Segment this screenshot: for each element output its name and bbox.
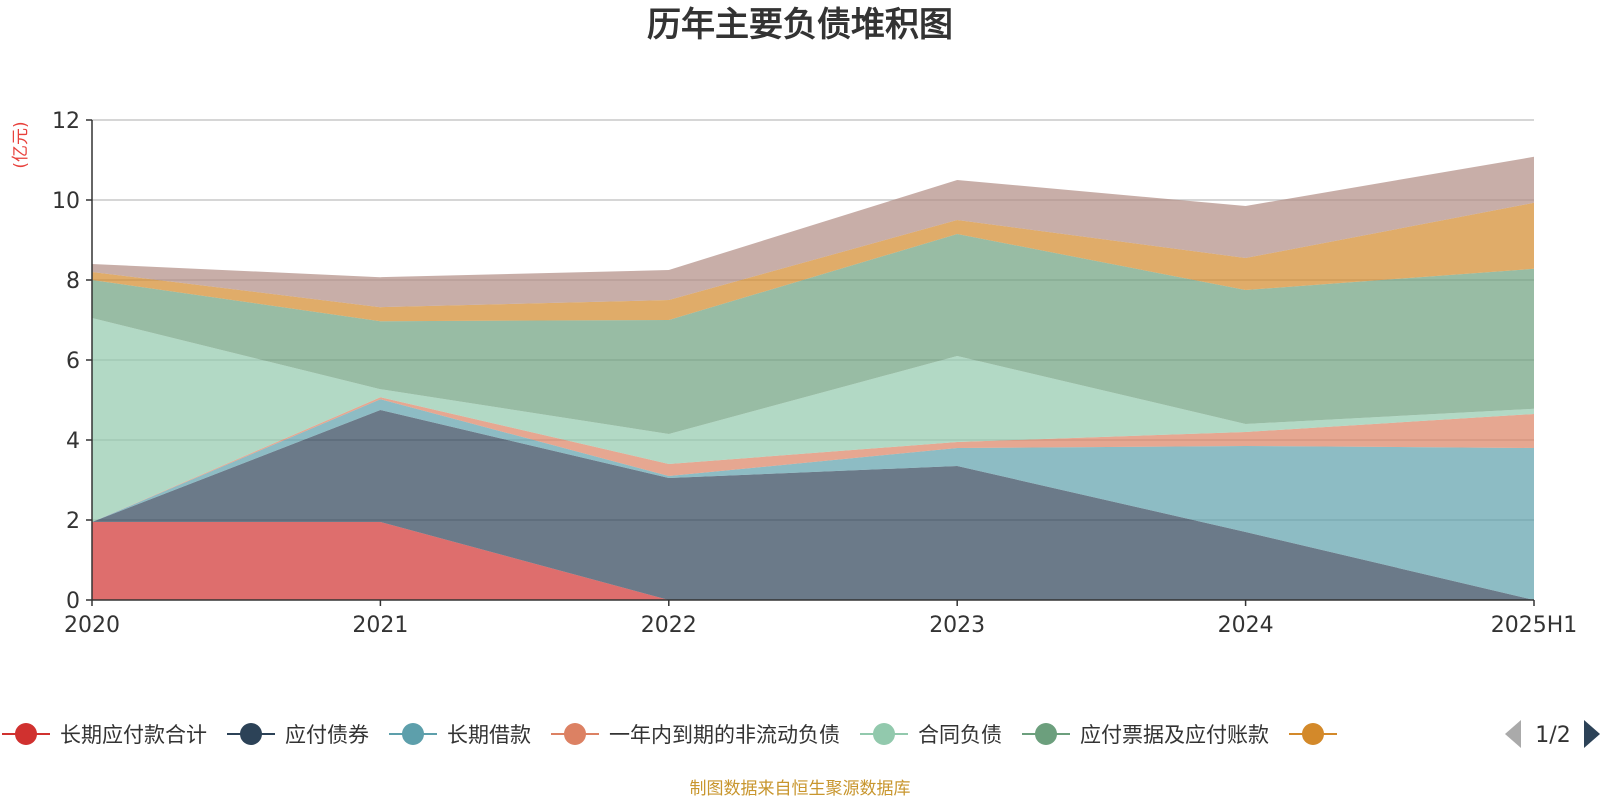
legend-item[interactable] (1289, 723, 1337, 745)
legend-item[interactable]: 一年内到期的非流动负债 (551, 723, 840, 747)
legend-marker (564, 723, 586, 745)
legend-label: 应付票据及应付账款 (1080, 723, 1269, 747)
legend-page-indicator: 1/2 (1535, 723, 1570, 748)
legend-item[interactable]: 应付票据及应付账款 (1022, 723, 1269, 747)
legend-label: 长期应付款合计 (60, 723, 207, 747)
area-series-2 (92, 410, 1534, 600)
area-series-1 (92, 522, 1534, 600)
x-tick-label: 2021 (352, 613, 408, 638)
legend-marker (240, 723, 262, 745)
x-tick-label: 2024 (1218, 613, 1274, 638)
axes: 0 2 4 6 8 10 12 2020 2021 2022 2023 2024 2025H1 (52, 109, 1577, 638)
legend[interactable]: 长期应付款合计 应付债券 长期借款 一年内到期的非流动负债 合同负债 应付票据及应付账款 (2, 723, 1337, 747)
x-tick-label: 2025H1 (1491, 613, 1578, 638)
legend-marker (1035, 723, 1057, 745)
legend-item[interactable]: 应付债券 (227, 723, 369, 747)
x-tick-label: 2022 (641, 613, 697, 638)
y-tick-label: 2 (66, 509, 80, 534)
y-tick-label: 0 (66, 589, 80, 614)
legend-marker (1302, 723, 1324, 745)
legend-marker (402, 723, 424, 745)
legend-label: 应付债券 (285, 723, 369, 747)
y-tick-label: 10 (52, 189, 80, 214)
area-series (92, 156, 1534, 600)
legend-marker (15, 723, 37, 745)
legend-label: 合同负债 (918, 723, 1002, 747)
y-tick-label: 12 (52, 109, 80, 134)
area-series-8 (92, 156, 1534, 308)
legend-item[interactable]: 长期应付款合计 (2, 723, 207, 747)
area-series-6 (92, 234, 1534, 434)
area-series-7 (92, 202, 1534, 322)
data-source-note: 制图数据来自恒生聚源数据库 (690, 779, 911, 799)
legend-label: 长期借款 (447, 723, 531, 747)
y-axis-unit-label: (亿元) (11, 121, 31, 168)
y-tick-label: 6 (66, 349, 80, 374)
y-tick-label: 8 (66, 269, 80, 294)
x-tick-label: 2020 (64, 613, 120, 638)
chart-title: 历年主要负债堆积图 (647, 5, 953, 45)
legend-prev-icon[interactable] (1505, 720, 1521, 748)
legend-label: 一年内到期的非流动负债 (609, 723, 840, 747)
area-series-5 (92, 318, 1534, 522)
legend-next-icon[interactable] (1584, 720, 1600, 748)
legend-pager[interactable]: 1/2 (1505, 720, 1600, 748)
legend-marker (873, 723, 895, 745)
area-series-3 (92, 399, 1534, 600)
x-tick-label: 2023 (929, 613, 985, 638)
legend-item[interactable]: 长期借款 (389, 723, 531, 747)
legend-item[interactable]: 合同负债 (860, 723, 1002, 747)
area-series-4 (92, 397, 1534, 522)
y-tick-label: 4 (66, 429, 80, 454)
